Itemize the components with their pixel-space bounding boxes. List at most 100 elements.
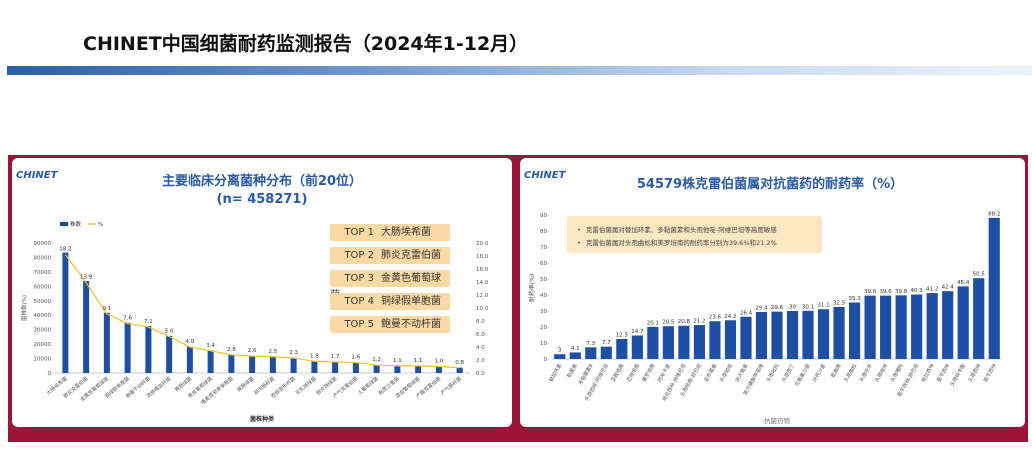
right-value-label: 30.1 — [802, 304, 814, 310]
left-percent-label: 7.6 — [123, 316, 132, 322]
left-y2-tick-label: 12.0 — [476, 293, 489, 299]
left-percent-label: 18.2 — [59, 247, 71, 253]
left-percent-label: 1.7 — [331, 354, 340, 360]
top5-item: TOP 2 肺炎克雷伯菌 — [330, 247, 450, 264]
right-value-label: 12.5 — [616, 333, 629, 339]
right-value-label: 40.3 — [911, 288, 924, 294]
top5-item: TOP 5 鲍曼不动杆菌 — [330, 316, 450, 333]
left-percent-line — [64, 254, 460, 369]
right-bar — [554, 354, 566, 359]
right-bar — [724, 320, 737, 359]
left-y-tick-label: 70000 — [34, 270, 52, 276]
right-category-label: 头孢噻肟 — [889, 363, 905, 384]
left-bar — [103, 312, 110, 373]
right-bar — [678, 325, 690, 359]
right-category-label: 妥布霉素 — [703, 363, 719, 384]
right-value-label: 20.5 — [662, 320, 675, 326]
top5-rank: TOP 3 — [344, 273, 374, 284]
left-chart-subtitle: (n= 458271) — [217, 192, 308, 207]
right-category-label: 哌拉西林 — [920, 363, 936, 384]
top5-name: 铜绿假单胞菌 — [381, 296, 441, 307]
right-bar — [585, 347, 597, 359]
left-bar — [228, 354, 235, 373]
left-chart: 主要临床分离菌种分布（前20位） (n= 458271) 0 10000 20000 30… — [20, 173, 489, 423]
chinet-logo: CHINET — [16, 170, 58, 181]
left-y-tick-label: 90000 — [34, 241, 52, 247]
left-y2-tick-label: 4.0 — [476, 345, 485, 351]
left-y-tick-label: 60000 — [34, 284, 52, 290]
right-value-label: 23.6 — [709, 315, 722, 321]
right-value-label: 7.3 — [586, 341, 595, 347]
left-percent-label: 0.8 — [455, 360, 464, 366]
right-value-label: 39.6 — [864, 289, 877, 295]
right-value-label: 24.2 — [724, 314, 736, 320]
right-category-label: 氨苄西林 — [935, 363, 951, 384]
right-bar — [973, 278, 985, 359]
right-chart: 54579株克雷伯菌属对抗菌药的耐药率（%） 0 10 20 30 40 50 60 70 80 9… — [528, 176, 1002, 425]
right-value-label: 21.2 — [693, 319, 705, 325]
right-value-label: 32.5 — [833, 301, 846, 307]
top5-rank: TOP 1 — [344, 227, 374, 238]
right-y-tick-label: 40 — [540, 293, 547, 299]
left-bar — [269, 356, 276, 373]
right-bar — [740, 316, 752, 359]
left-bar — [435, 366, 442, 373]
note-2: 克雷伯菌属对头孢曲松和美罗培南的耐药率分别为39.6%和21.2% — [577, 237, 777, 247]
left-bar — [83, 280, 90, 373]
right-category-label: 阿米卡星 — [656, 363, 672, 384]
right-category-label: 环丙沙星 — [812, 363, 827, 383]
right-category-label: 亚胺培南 — [609, 363, 625, 384]
right-value-label: 20.1 — [647, 320, 659, 326]
right-chart-panel: CHINET 54579株克雷伯菌属对抗菌药的耐药率（%） 0 10 20 30 40 50… — [520, 158, 1025, 427]
top5-rank: TOP 2 — [344, 250, 374, 261]
right-bar — [849, 302, 861, 359]
left-bar — [166, 335, 173, 373]
left-bar — [311, 361, 318, 373]
right-category-label: 头孢西林 — [966, 363, 982, 384]
left-y-tick-label: 40000 — [34, 313, 52, 319]
right-value-label: 7.7 — [602, 340, 611, 346]
left-y-tick-label: 80000 — [34, 255, 52, 261]
left-category-label: 人葡萄球菌 — [356, 375, 380, 396]
left-bar — [456, 367, 463, 373]
legend-bar-label: 株数 — [70, 220, 82, 228]
page-title: CHINET中国细菌耐药监测报告（2024年1-12月） — [83, 33, 529, 55]
left-category-label: 无乳链球菌 — [294, 375, 318, 396]
right-bar — [957, 286, 969, 359]
right-bar — [709, 321, 721, 359]
right-value-label: 20.8 — [678, 319, 691, 325]
right-bar — [631, 335, 643, 359]
left-bar — [124, 322, 131, 373]
right-value-label: 39.8 — [895, 289, 908, 295]
right-bar — [647, 326, 659, 359]
right-bar — [616, 339, 628, 359]
right-y-tick-label: 50 — [540, 277, 547, 283]
right-category-label: 多黏菌素B — [577, 362, 595, 386]
right-category-label: 厄他培南 — [625, 363, 641, 384]
left-percent-label: 2.3 — [289, 350, 298, 356]
right-value-label: 39.6 — [879, 289, 892, 295]
right-bar — [786, 311, 799, 359]
left-percent-label: 1.1 — [414, 358, 423, 364]
left-bar — [290, 357, 297, 373]
right-category-label: 美罗培南 — [641, 363, 657, 384]
right-bar — [895, 295, 907, 359]
right-bar — [662, 326, 674, 359]
left-y-axis-label: 菌株数(%) — [20, 295, 28, 321]
right-value-label: 42.4 — [942, 285, 955, 291]
right-x-axis-label: 抗菌药物 — [764, 416, 791, 425]
left-y2-tick-label: 16.0 — [476, 267, 489, 273]
right-category-label: 头孢西丁 — [780, 363, 796, 384]
left-bar — [415, 365, 422, 373]
left-bar — [352, 362, 359, 373]
right-bar — [833, 307, 845, 359]
right-value-label: 14.7 — [631, 329, 644, 335]
right-bar — [693, 325, 705, 359]
left-percent-label: 4.0 — [186, 339, 195, 345]
top5-item: TOP 1 大肠埃希菌 — [330, 224, 450, 241]
left-y2-tick-label: 8.0 — [476, 319, 485, 325]
right-category-label: 黏菌素 — [565, 363, 579, 380]
left-y-tick-label: 20000 — [34, 342, 52, 348]
right-bar — [942, 291, 954, 359]
right-bar — [755, 311, 768, 359]
